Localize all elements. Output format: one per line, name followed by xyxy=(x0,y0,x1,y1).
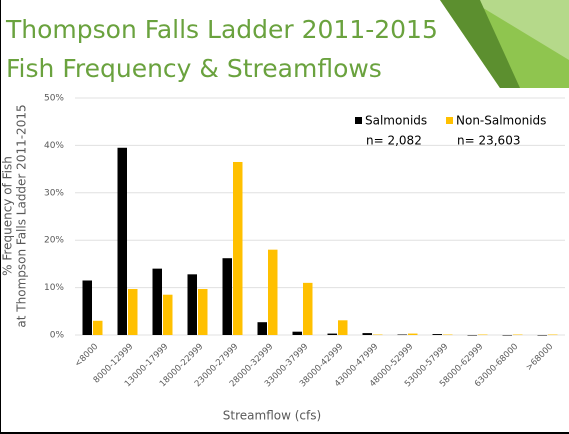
decoration xyxy=(440,0,520,88)
bar xyxy=(443,334,453,336)
bar xyxy=(537,335,547,336)
bar xyxy=(152,268,162,335)
bar xyxy=(362,333,372,335)
bar xyxy=(338,320,348,335)
bar xyxy=(408,333,418,335)
bar xyxy=(117,147,127,335)
bar xyxy=(292,331,302,335)
decoration xyxy=(470,0,569,60)
bar xyxy=(257,322,267,335)
bar xyxy=(93,320,103,335)
legend-swatch xyxy=(355,117,362,124)
bar xyxy=(303,282,313,335)
bar xyxy=(128,289,138,335)
y-axis-label: % Frequency of Fish xyxy=(1,156,15,276)
y-tick-label: 20% xyxy=(44,236,64,246)
legend-swatch xyxy=(446,117,453,124)
bar xyxy=(233,161,243,335)
legend-label: Non-Salmonids xyxy=(456,114,546,128)
y-tick-label: 0% xyxy=(50,331,65,341)
title-line: Fish Frequency & Streamflows xyxy=(6,54,382,83)
y-tick-label: 40% xyxy=(44,141,64,151)
bar xyxy=(397,334,407,336)
y-tick-label: 30% xyxy=(44,188,64,198)
bar xyxy=(513,334,523,336)
annotation: n= 2,082 xyxy=(366,134,422,148)
bar xyxy=(502,335,512,336)
bar xyxy=(82,280,92,335)
bar xyxy=(373,334,383,336)
title-line: Thompson Falls Ladder 2011-2015 xyxy=(5,15,438,44)
y-tick-label: 10% xyxy=(44,283,64,293)
bar xyxy=(198,289,208,335)
bar xyxy=(268,249,278,335)
legend-label: Salmonids xyxy=(365,114,427,128)
bar xyxy=(432,334,442,335)
y-axis-label: at Thompson Falls Ladder 2011-2015 xyxy=(15,104,29,327)
y-tick-label: 50% xyxy=(44,94,64,104)
bar xyxy=(327,333,337,335)
bar xyxy=(548,334,558,336)
annotation: n= 23,603 xyxy=(457,134,520,148)
bar xyxy=(478,334,488,336)
bar xyxy=(467,335,477,336)
x-axis-label: Streamflow (cfs) xyxy=(223,409,321,423)
bar xyxy=(222,258,232,335)
bar xyxy=(163,294,173,335)
bar xyxy=(187,274,197,335)
